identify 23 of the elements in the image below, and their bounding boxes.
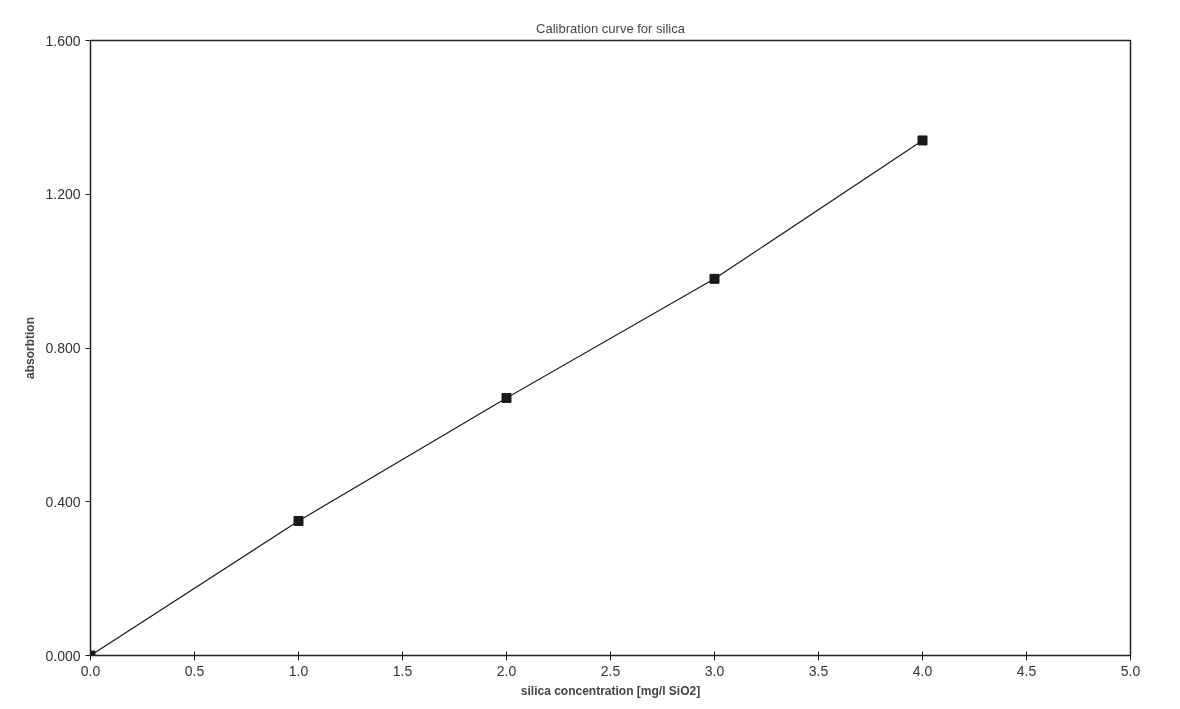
y-tick-label: 1.600 [45, 32, 81, 49]
y-tick-label: 0.000 [45, 647, 81, 664]
x-axis-title: silica concentration [mg/l SiO2] [520, 683, 701, 698]
x-tick-label: 2.5 [600, 662, 621, 679]
y-tick-label: 0.400 [45, 493, 81, 510]
x-tick-label: 1.5 [392, 662, 413, 679]
point [501, 392, 512, 403]
x-tick-label: 4.5 [1016, 662, 1037, 679]
x-tick-label: 3.5 [808, 662, 829, 679]
point [709, 273, 720, 284]
point [293, 515, 304, 526]
x-tick-label: 0.0 [80, 662, 101, 679]
x-tick-label: 4.0 [912, 662, 933, 679]
y-tick-label: 0.800 [45, 340, 81, 356]
y-axis-title: absorbtion [23, 317, 38, 379]
x-tick-label: 5.0 [1120, 662, 1141, 679]
x-tick-label: 2.0 [496, 662, 517, 679]
chart-title: Calibration curve for silica [536, 20, 686, 36]
point [917, 135, 928, 146]
x-tick-label: 3.0 [704, 662, 725, 679]
y-tick-label: 1.200 [45, 186, 81, 203]
x-tick-label: 0.5 [184, 662, 205, 679]
x-tick-label: 1.0 [288, 662, 309, 679]
